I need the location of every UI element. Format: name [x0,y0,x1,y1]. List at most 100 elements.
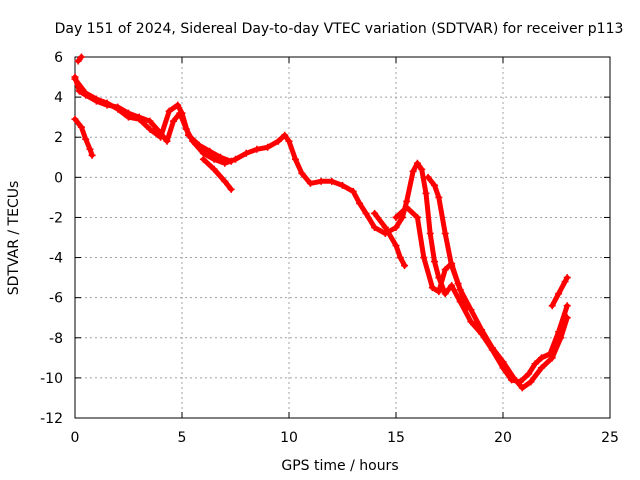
data-point [199,149,207,157]
data-point [306,179,314,187]
data-point [195,141,203,149]
data-point [441,266,449,274]
series-branch-15h [371,209,409,270]
data-point [206,147,214,155]
data-point [210,165,218,173]
data-point [77,53,85,61]
data-point [467,318,475,326]
data-point [488,344,496,352]
series-line [72,76,234,164]
data-point [456,286,464,294]
plot-frame [74,56,611,419]
data-point [157,133,165,141]
x-tick-label: 15 [387,430,405,446]
series-dip-7h [199,155,235,193]
data-point [178,109,186,117]
data-point [555,290,563,298]
series-main-track [71,73,571,386]
data-point [264,143,272,151]
data-point [531,360,539,368]
x-tick-label: 5 [178,430,187,446]
data-point [424,173,432,181]
data-point [563,314,571,322]
x-tick-label: 25 [601,430,619,446]
data-point [86,145,94,153]
data-point [174,101,182,109]
data-point [428,284,436,292]
data-point [431,258,439,266]
data-point [199,155,207,163]
series-line [200,156,234,192]
data-point [478,326,486,334]
chart-title: Day 151 of 2024, Sidereal Day-to-day VTE… [55,21,624,37]
data-point [563,274,571,282]
y-tick-label: 0 [54,170,63,186]
data-point [71,115,79,123]
series-line [72,74,570,385]
data-point [422,189,430,197]
data-point [356,199,364,207]
y-tick-label: 4 [54,90,63,106]
data-point [82,135,90,143]
x-tick-label: 20 [494,430,512,446]
data-point [349,187,357,195]
data-point [548,302,556,310]
data-point [525,370,533,378]
data-point [448,282,456,290]
data-point [371,209,379,217]
data-point [88,151,96,159]
x-tick-label: 0 [71,430,80,446]
data-point [328,177,336,185]
series-upper-track [71,75,235,165]
data-point [441,229,449,237]
data-point [403,203,411,211]
data-point [396,254,404,262]
data-point [563,302,571,310]
data-point [381,223,389,231]
data-point [169,117,177,125]
data-point [392,213,400,221]
series-early-dip [71,115,96,159]
data-point [92,95,100,103]
data-point [317,177,325,185]
data-point [242,149,250,157]
data-point [274,137,282,145]
data-point [163,137,171,145]
data-point [281,131,289,139]
data-point [401,262,409,270]
data-point [538,364,546,372]
data-point [398,213,406,221]
data-point [362,209,370,217]
data-point [285,137,293,145]
data-point [557,334,565,342]
data-point [413,213,421,221]
series-start-spike [74,53,85,65]
y-tick-label: -6 [49,291,63,307]
data-point [392,223,400,231]
data-point [184,131,192,139]
data-point [426,229,434,237]
data-point [146,125,154,133]
y-tick-label: 2 [54,130,63,146]
data-point [217,153,225,161]
data-point [291,155,299,163]
data-point [74,57,82,65]
series-end-rise [548,274,571,310]
y-tick-label: -8 [49,331,63,347]
grid-layer [75,57,610,418]
data-point [527,378,535,386]
data-point [339,181,346,189]
data-point [448,262,456,270]
data-point [538,354,546,362]
data-point [227,185,235,193]
y-tick-label: 6 [54,50,63,66]
data-point [431,181,439,189]
data-point [253,145,261,153]
x-axis-title: GPS time / hours [281,458,398,474]
data-point [146,117,154,125]
x-tick-label: 10 [280,430,298,446]
data-point [409,167,417,175]
data-point [392,242,400,250]
